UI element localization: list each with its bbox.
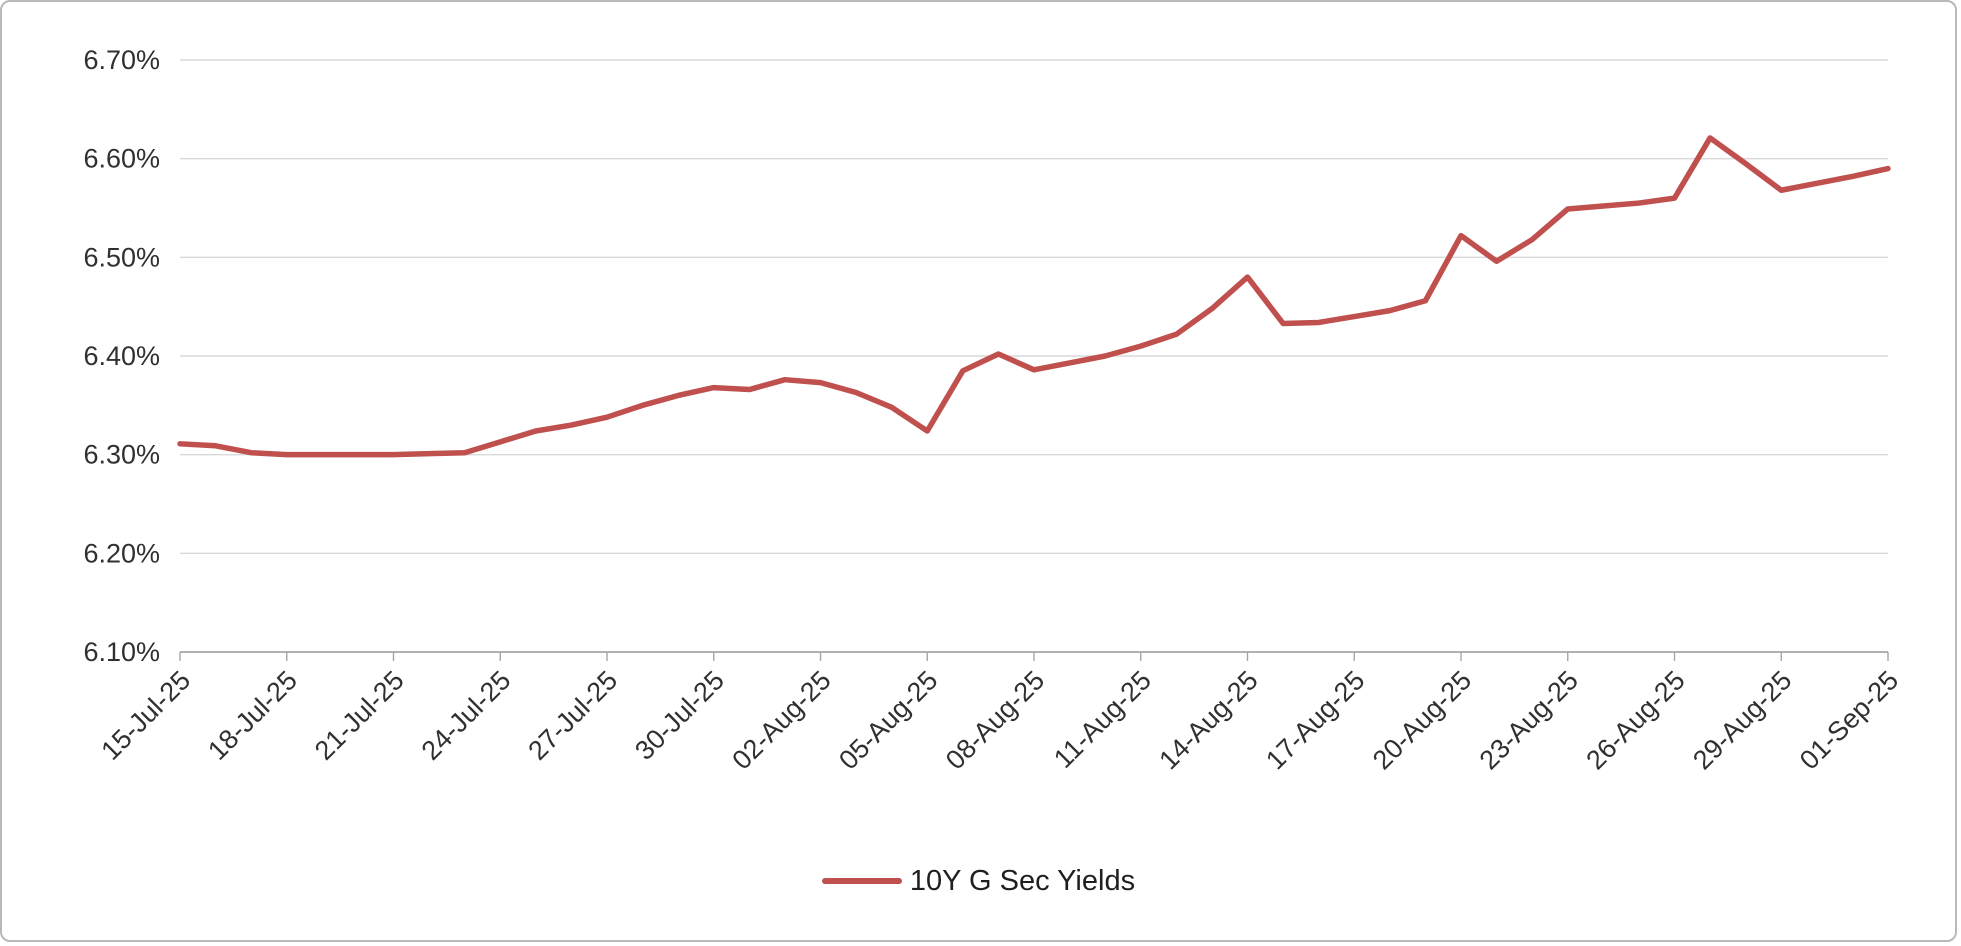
- y-axis-tick-label: 6.40%: [83, 341, 160, 371]
- x-axis-tick-label: 18-Jul-25: [202, 665, 303, 766]
- x-axis-tick-label: 11-Aug-25: [1048, 665, 1157, 774]
- x-axis-tick-label: 14-Aug-25: [1153, 665, 1263, 775]
- gridlines: [180, 59, 1888, 653]
- x-axis-tick-label: 27-Jul-25: [522, 665, 623, 766]
- y-axis-tick-label: 6.20%: [83, 538, 160, 568]
- y-axis-tick-label: 6.30%: [83, 440, 160, 470]
- x-axis-tick-label: 17-Aug-25: [1260, 665, 1370, 775]
- series-line: [177, 135, 1891, 458]
- x-axis-tick-label: 05-Aug-25: [833, 665, 943, 775]
- legend: 10Y G Sec Yields: [2, 864, 1955, 898]
- x-axis-ticks: [179, 652, 1889, 661]
- y-axis-tick-label: 6.60%: [83, 144, 160, 174]
- legend-label: 10Y G Sec Yields: [909, 864, 1136, 897]
- x-axis-tick-label: 15-Jul-25: [95, 665, 196, 766]
- x-axis-tick-label: 08-Aug-25: [940, 665, 1050, 775]
- x-axis-tick-label: 02-Aug-25: [726, 665, 836, 775]
- y-axis-tick-label: 6.70%: [83, 45, 160, 75]
- y-axis-labels: 6.10% 6.20% 6.30% 6.40% 6.50% 6.60% 6.70%: [83, 45, 160, 667]
- x-axis-tick-label: 21-Jul-25: [309, 665, 410, 766]
- x-axis-tick-label: 24-Jul-25: [416, 665, 517, 766]
- legend-line-icon: [821, 878, 902, 884]
- x-axis-tick-label: 01-Sep-25: [1794, 665, 1904, 775]
- x-axis-tick-label: 20-Aug-25: [1367, 665, 1477, 775]
- y-axis-tick-label: 6.50%: [83, 242, 160, 272]
- x-axis-labels: 15-Jul-25 18-Jul-25 21-Jul-25 24-Jul-25 27-J…: [95, 665, 1904, 775]
- x-axis-tick-label: 30-Jul-25: [629, 665, 730, 766]
- x-axis-tick-label: 29-Aug-25: [1687, 665, 1797, 775]
- x-axis-tick-label: 23-Aug-25: [1474, 665, 1584, 775]
- x-axis-tick-label: 26-Aug-25: [1580, 665, 1690, 775]
- y-axis-tick-label: 6.10%: [83, 637, 160, 667]
